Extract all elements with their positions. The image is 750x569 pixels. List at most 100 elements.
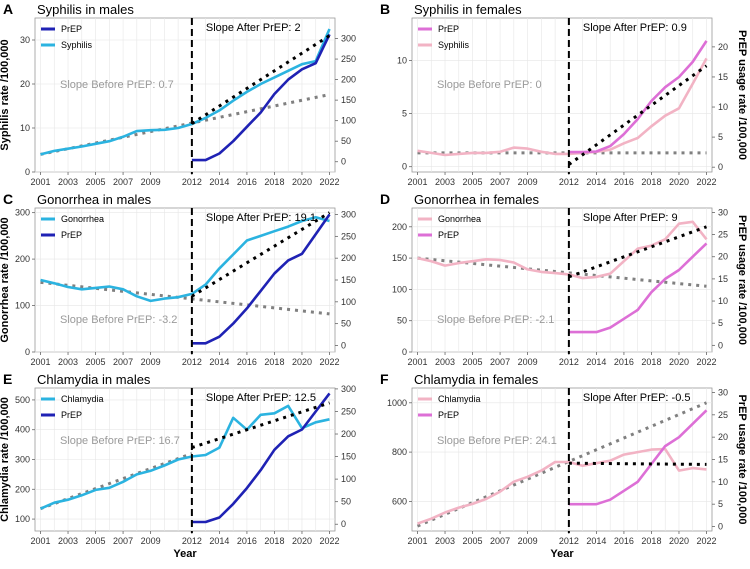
legend-label: PrEP bbox=[438, 230, 459, 240]
x-tick-label: 2007 bbox=[113, 177, 133, 187]
panel-title: Syphilis in females bbox=[414, 2, 522, 17]
left-tick-label: 200 bbox=[15, 254, 30, 264]
x-tick-label: 2009 bbox=[141, 177, 161, 187]
left-tick-label: 0 bbox=[402, 162, 407, 172]
x-tick-label: 2020 bbox=[669, 177, 689, 187]
x-tick-label: 2009 bbox=[518, 177, 538, 187]
x-tick-label: 2018 bbox=[641, 536, 661, 546]
panel-d: D Gonorrhea in females 0 50 100 150 200 0 5 10 15 2… bbox=[380, 191, 748, 367]
left-tick-label: 20 bbox=[20, 79, 30, 89]
x-tick-label: 2007 bbox=[490, 357, 510, 367]
legend-label: PrEP bbox=[61, 410, 82, 420]
x-tick-label: 2016 bbox=[614, 177, 634, 187]
right-tick-label: 150 bbox=[341, 275, 356, 285]
x-tick-label: 2018 bbox=[264, 357, 284, 367]
x-tick-label: 2022 bbox=[696, 177, 716, 187]
left-tick-label: 200 bbox=[392, 222, 407, 232]
plot-area bbox=[411, 207, 713, 353]
left-tick-label: 600 bbox=[392, 496, 407, 506]
left-tick-label: 150 bbox=[392, 253, 407, 263]
left-axis-title: Syphilis rate /100,000 bbox=[0, 39, 11, 150]
legend-label: PrEP bbox=[438, 410, 459, 420]
prep-series-line bbox=[568, 40, 708, 154]
x-tick-label: 2001 bbox=[407, 177, 427, 187]
right-tick-label: 300 bbox=[341, 34, 356, 44]
x-tick-label: 2018 bbox=[641, 177, 661, 187]
x-tick-label: 2016 bbox=[237, 536, 257, 546]
right-tick-label: 50 bbox=[341, 136, 351, 146]
x-tick-label: 2001 bbox=[407, 536, 427, 546]
panel-letter: E bbox=[3, 371, 12, 387]
right-tick-label: 15 bbox=[718, 72, 728, 82]
x-tick-label: 2020 bbox=[292, 177, 312, 187]
right-tick-label: 250 bbox=[341, 406, 356, 416]
right-tick-label: 100 bbox=[341, 116, 356, 126]
left-tick-label: 100 bbox=[392, 284, 407, 294]
slope-after-label: Slope After PrEP: -0.5 bbox=[583, 392, 691, 404]
slope-before-label: Slope Before PrEP: 16.7 bbox=[60, 435, 180, 447]
plot-area bbox=[411, 17, 713, 173]
right-tick-label: 200 bbox=[341, 429, 356, 439]
left-tick-label: 5 bbox=[402, 109, 407, 119]
slope-after-label: Slope After PrEP: 19.1 bbox=[206, 212, 316, 224]
right-tick-label: 15 bbox=[718, 455, 728, 465]
panel-b: B Syphilis in females 0 5 10 0 5 10 15 20 2001 2003… bbox=[380, 1, 748, 187]
right-axis-title: PrEP usage rate /100,000 bbox=[736, 30, 748, 160]
disease-series-line bbox=[417, 447, 707, 525]
x-tick-label: 2012 bbox=[559, 536, 579, 546]
slope-after-label: Slope After PrEP: 0.9 bbox=[583, 22, 687, 34]
x-tick-label: 2005 bbox=[86, 177, 106, 187]
legend-label: PrEP bbox=[61, 24, 82, 34]
right-tick-label: 20 bbox=[718, 432, 728, 442]
panel-letter: B bbox=[380, 1, 390, 17]
x-tick-label: 2005 bbox=[86, 357, 106, 367]
x-axis-title: Year bbox=[550, 548, 574, 560]
right-tick-label: 10 bbox=[718, 296, 728, 306]
left-tick-label: 100 bbox=[15, 301, 30, 311]
right-tick-label: 30 bbox=[718, 207, 728, 217]
legend-label: PrEP bbox=[61, 230, 82, 240]
x-tick-label: 2012 bbox=[559, 177, 579, 187]
after-trend-line bbox=[568, 225, 708, 279]
left-tick-label: 400 bbox=[15, 425, 30, 435]
right-tick-label: 100 bbox=[341, 297, 356, 307]
right-tick-label: 0 bbox=[718, 522, 723, 532]
left-tick-label: 100 bbox=[15, 514, 30, 524]
right-tick-label: 50 bbox=[341, 319, 351, 329]
x-tick-label: 2005 bbox=[463, 177, 483, 187]
left-axis-title: Chlamydia rate /100,000 bbox=[0, 397, 11, 522]
right-tick-label: 5 bbox=[718, 318, 723, 328]
x-tick-label: 2001 bbox=[30, 536, 50, 546]
legend-label: Syphilis bbox=[61, 40, 93, 50]
panel-a: A Syphilis in males0102030050100150200250… bbox=[0, 1, 356, 187]
x-tick-label: 2022 bbox=[319, 357, 339, 367]
x-tick-label: 2016 bbox=[237, 357, 257, 367]
prep-series-line bbox=[191, 213, 331, 345]
prep-series-line bbox=[191, 392, 331, 524]
x-tick-label: 2014 bbox=[209, 177, 229, 187]
disease-series-line bbox=[417, 57, 708, 157]
left-tick-label: 10 bbox=[20, 123, 30, 133]
x-tick-label: 2012 bbox=[182, 177, 202, 187]
slope-before-label: Slope Before PrEP: -3.2 bbox=[60, 314, 177, 326]
x-tick-label: 2018 bbox=[264, 536, 284, 546]
legend-label: PrEP bbox=[438, 24, 459, 34]
panel-letter: A bbox=[3, 1, 13, 17]
right-axis-title: PrEP usage rate /100,000 bbox=[736, 394, 748, 524]
left-tick-label: 0 bbox=[402, 347, 407, 357]
left-axis-title: Gonorrhea rate /100,000 bbox=[0, 217, 11, 342]
x-tick-label: 2022 bbox=[319, 177, 339, 187]
left-tick-label: 300 bbox=[15, 208, 30, 218]
left-tick-label: 10 bbox=[397, 55, 407, 65]
disease-series-line bbox=[417, 220, 708, 280]
after-trend-line bbox=[191, 401, 330, 450]
slope-before-label: Slope Before PrEP: -2.1 bbox=[437, 314, 554, 326]
legend-label: Syphilis bbox=[438, 40, 470, 50]
x-tick-label: 2012 bbox=[182, 357, 202, 367]
right-tick-label: 250 bbox=[341, 54, 356, 64]
legend-label: Chlamydia bbox=[61, 394, 104, 404]
left-tick-label: 200 bbox=[15, 484, 30, 494]
panel-letter: F bbox=[380, 371, 389, 387]
x-tick-label: 2016 bbox=[614, 536, 634, 546]
